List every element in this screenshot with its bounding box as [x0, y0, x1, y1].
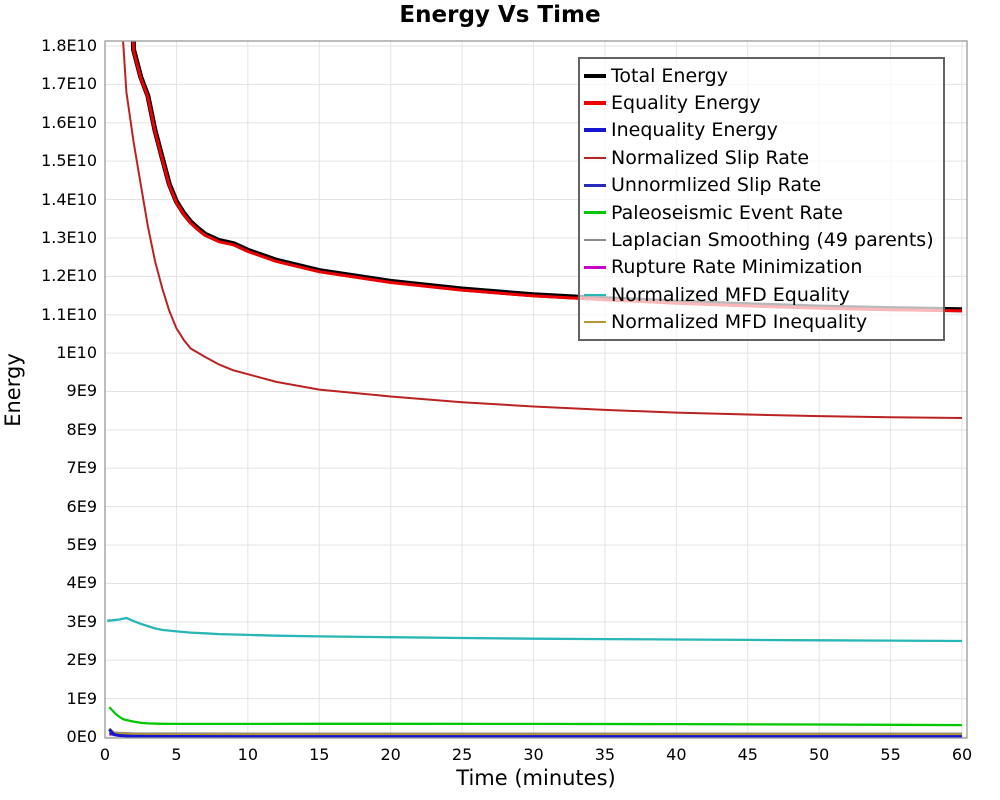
legend-item: Rupture Rate Minimization — [584, 254, 939, 281]
series-line-normalized-slip-rate — [122, 41, 963, 419]
x-axis-title: Time (minutes) — [456, 766, 616, 790]
legend-line-swatch — [584, 211, 606, 214]
y-tick-label: 2E9 — [66, 650, 97, 670]
y-tick-label: 1.4E10 — [41, 189, 97, 209]
legend-label: Normalized Slip Rate — [611, 146, 810, 169]
x-tick-label: 40 — [666, 745, 687, 764]
x-tick-label: 50 — [808, 745, 830, 764]
legend-line-swatch — [584, 266, 606, 269]
legend-label: Total Energy — [611, 64, 728, 87]
y-tick-label: 5E9 — [66, 535, 97, 555]
legend-item: Normalized MFD Equality — [584, 281, 939, 308]
x-tick-label: 25 — [451, 745, 473, 764]
y-tick-label: 1.5E10 — [41, 151, 97, 171]
y-tick-label: 1.6E10 — [41, 112, 97, 132]
y-tick-label: 1.1E10 — [41, 304, 97, 324]
series-line-normalized-mfd-equality — [107, 616, 963, 643]
plot-border — [104, 40, 968, 739]
legend-line-swatch — [584, 128, 606, 133]
x-tick-label: 5 — [171, 745, 182, 764]
y-tick-label: 1E10 — [56, 343, 97, 363]
legend-label: Paleoseismic Event Rate — [611, 201, 843, 224]
y-tick-label: 1.3E10 — [41, 227, 97, 247]
x-tick-label: 60 — [951, 745, 973, 764]
x-tick-label: 15 — [309, 745, 330, 764]
x-tick-label: 0 — [99, 745, 111, 764]
legend-item: Paleoseismic Event Rate — [584, 199, 939, 226]
x-tick-label: 35 — [594, 745, 616, 764]
x-tick-label: 10 — [237, 745, 259, 764]
x-tick-label: 30 — [523, 745, 544, 764]
y-tick-label: 1E9 — [66, 688, 97, 708]
y-tick-label: 9E9 — [66, 381, 97, 401]
legend-label: Inequality Energy — [611, 119, 778, 142]
legend-label: Equality Energy — [611, 92, 761, 115]
y-tick-label: 4E9 — [66, 573, 97, 593]
legend-item: Unnormlized Slip Rate — [584, 172, 939, 199]
chart-title: Energy Vs Time — [399, 2, 601, 28]
series-line-paleoseismic-event-rate — [108, 706, 963, 727]
legend-item: Normalized MFD Inequality — [584, 309, 939, 336]
legend-line-swatch — [584, 320, 606, 324]
legend-line-swatch — [584, 156, 606, 160]
legend-item: Equality Energy — [584, 90, 939, 117]
legend-line-swatch — [584, 73, 606, 78]
x-tick-label: 45 — [737, 745, 758, 764]
series-line-laplacian-smoothing-49-parents- — [109, 730, 962, 735]
y-tick-label: 6E9 — [66, 496, 97, 516]
legend-item: Laplacian Smoothing (49 parents) — [584, 227, 939, 254]
legend-line-swatch — [584, 101, 606, 106]
legend-line-swatch — [584, 184, 606, 187]
legend-item: Total Energy — [584, 62, 939, 89]
x-tick-label: 20 — [380, 745, 401, 764]
y-tick-label: 8E9 — [66, 419, 97, 439]
x-tick-label: 55 — [880, 745, 901, 764]
series-line-normalized-mfd-inequality — [108, 727, 962, 737]
legend: Total Energy Equality Energy Inequality En… — [578, 57, 945, 341]
y-tick-label: 1.7E10 — [41, 74, 97, 94]
legend-label: Normalized MFD Equality — [611, 283, 850, 306]
y-tick-label: 0E0 — [66, 727, 97, 746]
legend-label: Normalized MFD Inequality — [611, 311, 868, 334]
y-tick-label: 3E9 — [66, 611, 97, 631]
legend-label: Unnormlized Slip Rate — [611, 174, 822, 197]
legend-label: Laplacian Smoothing (49 parents) — [611, 229, 934, 252]
legend-item: Inequality Energy — [584, 117, 939, 144]
legend-line-swatch — [584, 238, 606, 242]
y-tick-label: 7E9 — [66, 458, 97, 478]
legend-line-swatch — [584, 293, 606, 297]
y-tick-label: 1.8E10 — [41, 35, 97, 55]
y-tick-label: 1.2E10 — [41, 266, 97, 286]
series-line-inequality-energy — [108, 728, 962, 738]
legend-label: Rupture Rate Minimization — [611, 256, 863, 279]
legend-item: Normalized Slip Rate — [584, 144, 939, 171]
